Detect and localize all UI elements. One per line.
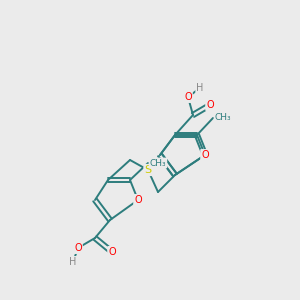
Text: O: O — [206, 100, 214, 110]
Text: H: H — [196, 83, 204, 93]
Text: O: O — [134, 195, 142, 205]
Text: O: O — [108, 247, 116, 257]
Text: O: O — [184, 92, 192, 102]
Text: O: O — [201, 150, 209, 160]
Text: CH₃: CH₃ — [215, 113, 231, 122]
Text: S: S — [144, 165, 152, 175]
Text: O: O — [74, 243, 82, 253]
Text: H: H — [69, 257, 77, 267]
Text: CH₃: CH₃ — [150, 158, 166, 167]
